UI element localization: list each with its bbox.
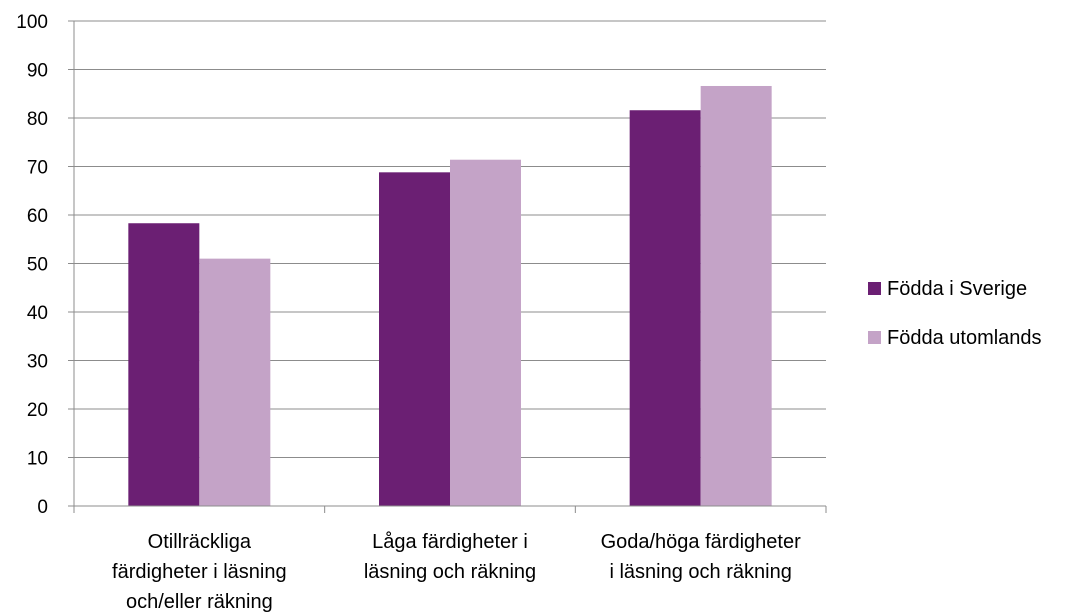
legend-label: Födda utomlands [887,327,1042,349]
y-tick-label: 90 [27,61,48,82]
x-category-label: läsning och räkning [364,561,536,583]
legend-label: Födda i Sverige [887,278,1027,300]
bar-sverige [629,110,701,507]
y-tick-label: 40 [27,303,48,324]
bar-utomlands [199,258,271,506]
bar-sverige [128,223,200,506]
y-tick-label: 50 [27,255,48,276]
bar-utomlands [700,85,772,507]
bar-sverige [379,172,450,506]
y-tick-label: 70 [27,158,48,179]
y-tick-label: 20 [27,400,48,421]
x-category-label: färdigheter i läsning [112,561,287,583]
y-tick-label: 30 [27,352,48,373]
bar-utomlands [450,159,521,506]
x-category-label: Låga färdigheter i [372,531,528,553]
x-category-label: Goda/höga färdigheter [601,531,801,553]
y-tick-label: 100 [16,12,48,33]
y-tick-label: 0 [37,497,48,518]
x-category-label: Otillräckliga [148,531,252,553]
legend-swatch [868,282,881,295]
y-tick-label: 10 [27,449,48,470]
x-category-label: i läsning och räkning [609,561,791,583]
y-tick-label: 60 [27,206,48,227]
y-tick-label: 80 [27,109,48,130]
x-category-label: och/eller räkning [126,591,273,613]
legend-swatch [868,331,881,344]
